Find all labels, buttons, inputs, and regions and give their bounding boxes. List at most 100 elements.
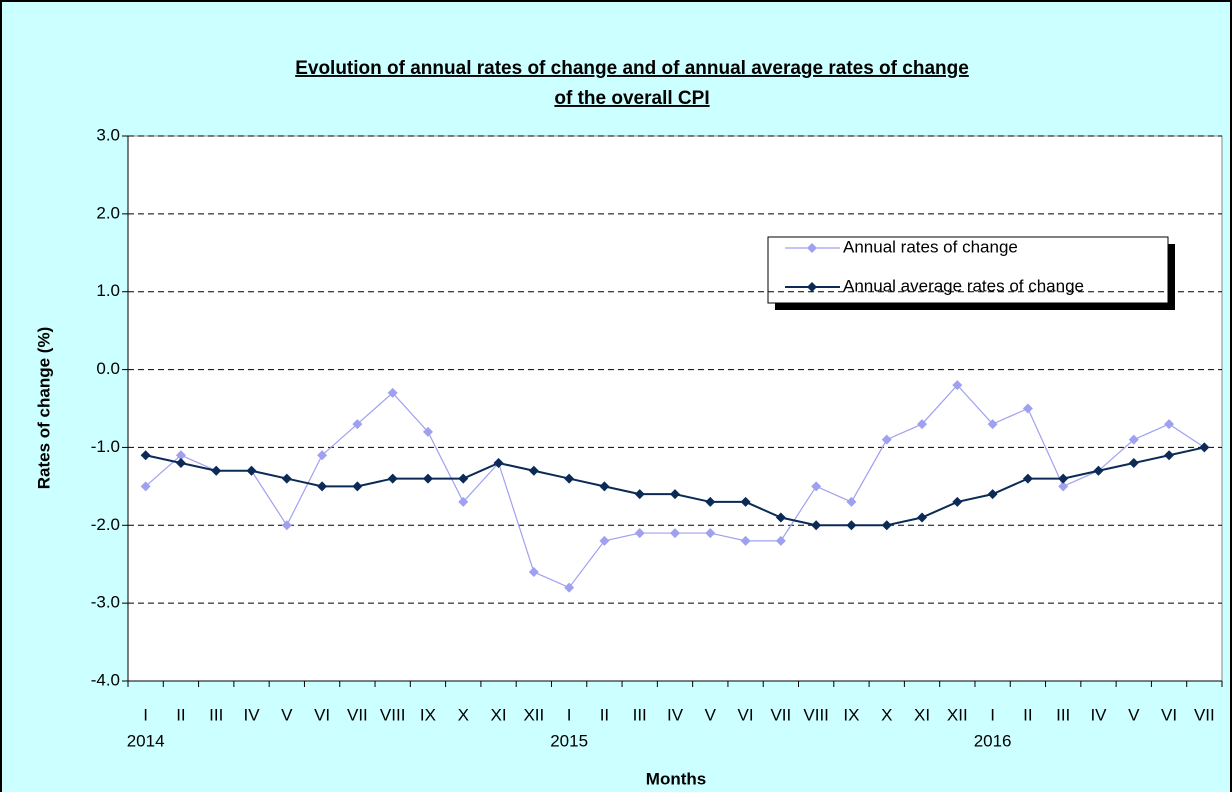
data-point — [775, 512, 786, 523]
x-tick-label: VIII — [803, 705, 829, 724]
legend-label: Annual rates of change — [843, 237, 1018, 256]
x-tick-label: II — [600, 705, 609, 724]
plot-area — [127, 135, 1223, 682]
x-tick-label: IV — [1090, 705, 1107, 724]
y-tick-label: 1.0 — [96, 281, 120, 300]
data-point — [317, 481, 328, 492]
data-point — [387, 387, 398, 398]
data-point — [1164, 419, 1175, 430]
data-point — [493, 458, 504, 468]
y-tick-label: 2.0 — [96, 203, 120, 222]
data-point — [246, 465, 257, 476]
data-point — [1164, 450, 1175, 461]
y-tick-label: 3.0 — [96, 125, 120, 144]
data-point — [917, 419, 928, 430]
data-point — [175, 450, 186, 461]
x-tick-label: V — [1128, 705, 1140, 724]
data-point — [634, 528, 645, 539]
x-tick-label: III — [633, 705, 647, 724]
data-point — [599, 535, 610, 546]
y-tick-label: -3.0 — [91, 593, 120, 612]
data-point — [528, 567, 539, 577]
data-point — [175, 458, 186, 468]
chart-title: Evolution of annual rates of change and … — [295, 58, 969, 79]
data-point — [987, 419, 998, 430]
year-label: 2015 — [550, 731, 588, 750]
data-point — [140, 481, 151, 492]
data-point — [1058, 473, 1069, 484]
data-point — [952, 496, 963, 507]
data-point — [987, 489, 998, 500]
data-point — [281, 520, 292, 531]
x-tick-label: IV — [243, 705, 260, 724]
data-point — [846, 520, 857, 531]
x-tick-label: IX — [420, 705, 436, 724]
x-tick-label: VIII — [380, 705, 406, 724]
data-point — [1199, 442, 1210, 453]
data-point — [317, 450, 328, 461]
data-point — [1022, 403, 1033, 414]
data-point — [670, 528, 680, 539]
data-point — [387, 473, 398, 484]
data-point — [952, 380, 963, 391]
data-point — [1128, 434, 1139, 445]
data-point — [811, 520, 822, 531]
data-point — [528, 465, 539, 476]
y-axis-title: Rates of change (%) — [34, 327, 53, 489]
data-point — [881, 520, 892, 531]
x-tick-label: XI — [914, 705, 930, 724]
data-point — [1128, 458, 1139, 468]
x-tick-label: VII — [347, 705, 368, 724]
data-point — [775, 535, 786, 546]
data-point — [422, 473, 433, 484]
x-tick-label: VII — [770, 705, 791, 724]
data-point — [352, 481, 363, 492]
year-label: 2016 — [974, 731, 1012, 750]
x-tick-label: IX — [843, 705, 859, 724]
data-point — [740, 535, 751, 546]
legend-label: Annual average rates of change — [843, 276, 1084, 295]
x-tick-label: IV — [667, 705, 684, 724]
x-tick-label: II — [1023, 705, 1032, 724]
data-point — [740, 496, 751, 507]
x-tick-label: VI — [314, 705, 330, 724]
x-tick-label: X — [881, 705, 892, 724]
data-point — [1058, 481, 1069, 492]
data-point — [670, 489, 680, 500]
x-tick-label: XII — [523, 705, 544, 724]
legend-marker — [807, 243, 817, 253]
legend-marker — [807, 282, 817, 292]
data-point — [281, 473, 292, 484]
x-tick-label: I — [990, 705, 995, 724]
data-point — [846, 496, 857, 507]
x-tick-label: XI — [491, 705, 507, 724]
data-point — [881, 434, 892, 445]
x-tick-label: II — [176, 705, 185, 724]
x-tick-label: I — [143, 705, 148, 724]
data-point — [705, 528, 716, 539]
legend: Annual rates of change Annual average rat… — [767, 236, 1175, 310]
data-point — [917, 512, 928, 523]
x-tick-label: III — [209, 705, 223, 724]
x-tick-label: V — [705, 705, 717, 724]
data-point — [564, 473, 575, 484]
data-point — [140, 450, 151, 461]
chart-title: of the overall CPI — [554, 88, 709, 109]
x-tick-label: VI — [1161, 705, 1177, 724]
x-tick-label: VII — [1194, 705, 1215, 724]
data-point — [422, 426, 433, 437]
data-point — [211, 465, 222, 476]
data-point — [458, 473, 469, 484]
x-tick-label: XII — [947, 705, 968, 724]
data-point — [705, 496, 716, 507]
data-point — [1022, 473, 1033, 484]
x-tick-label: V — [281, 705, 293, 724]
y-tick-label: -2.0 — [91, 515, 120, 534]
x-tick-label: III — [1056, 705, 1070, 724]
data-point — [458, 496, 469, 507]
data-point — [599, 481, 610, 492]
data-point — [811, 481, 822, 492]
data-point — [634, 489, 645, 500]
data-point — [564, 582, 575, 593]
